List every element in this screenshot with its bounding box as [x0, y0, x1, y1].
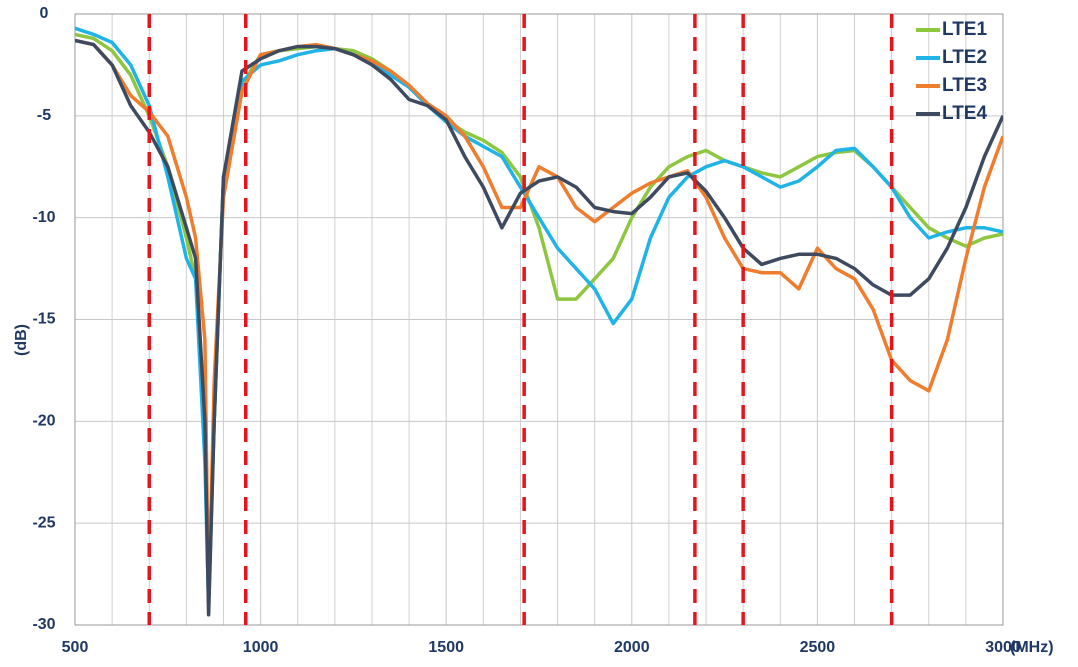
- plot-frame: [74, 13, 1004, 626]
- y-tick-label: -5: [37, 107, 51, 124]
- legend-label: LTE4: [942, 103, 987, 124]
- x-tick-label: 2000: [614, 639, 650, 656]
- x-tick-label: 1000: [243, 639, 279, 656]
- x-tick-label: 500: [62, 639, 89, 656]
- line-series: [75, 38, 1003, 607]
- x-tick-label: 1500: [428, 639, 464, 656]
- y-tick-label: -15: [32, 311, 55, 328]
- line-series: [75, 38, 1003, 617]
- y-tick-label: -30: [32, 616, 55, 633]
- legend-label: LTE1: [942, 19, 987, 40]
- line-series: [75, 26, 1003, 607]
- x-tick-label: 2500: [800, 639, 836, 656]
- y-tick-label: -25: [32, 514, 55, 531]
- y-tick-label: 0: [40, 5, 49, 22]
- x-tick-label: 3000: [985, 639, 1021, 656]
- y-axis-label: (dB): [13, 324, 30, 356]
- line-series: [75, 32, 1003, 587]
- y-tick-label: -20: [32, 413, 55, 430]
- legend-label: LTE2: [942, 47, 987, 68]
- y-tick-label: -10: [32, 209, 55, 226]
- x-axis-label: (MHz): [1010, 639, 1054, 656]
- legend-label: LTE3: [942, 75, 987, 96]
